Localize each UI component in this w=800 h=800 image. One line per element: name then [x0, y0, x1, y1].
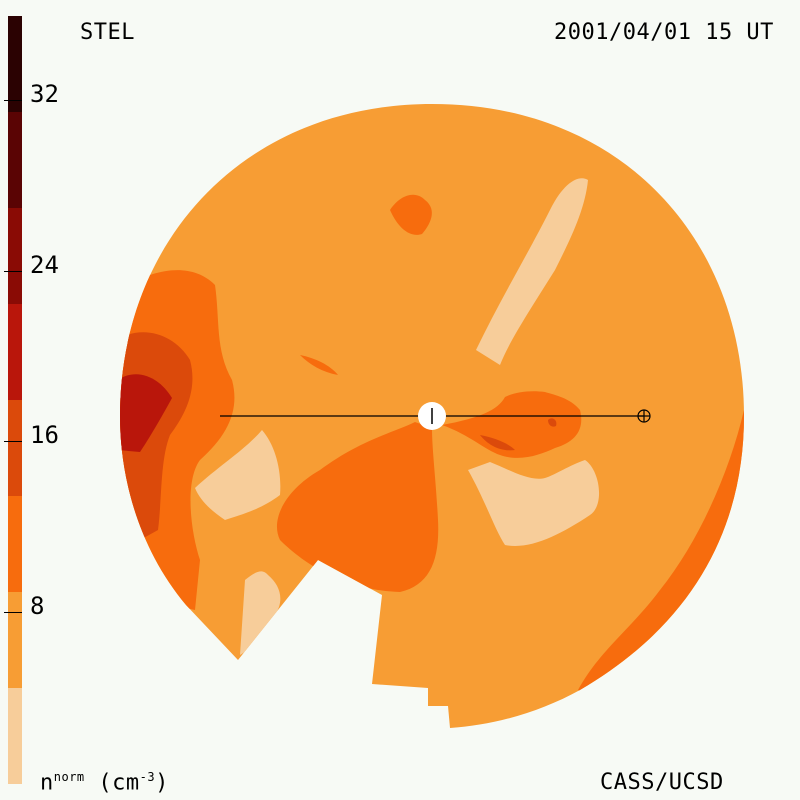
credit-label: CASS/UCSD [600, 770, 724, 795]
colorbar-tick-mark [4, 441, 22, 442]
colorbar-segment [8, 112, 22, 208]
earth-symbol-icon [637, 409, 651, 423]
central-southern-lobe [276, 422, 439, 592]
northern-blob [390, 194, 432, 235]
colorbar-tick-label: 16 [30, 421, 59, 449]
unit-symbol: n [40, 770, 54, 796]
unit-paren: (cm [98, 770, 140, 796]
unit-superscript: norm [53, 770, 85, 784]
colorbar-segment [8, 304, 22, 400]
colorbar-tick-label: 24 [30, 251, 59, 279]
unit-close: ) [155, 770, 169, 796]
northeast-rarefaction-streak [476, 178, 588, 365]
west-rarefaction-lobe [195, 430, 281, 520]
west-limb-peak [120, 374, 172, 452]
colorbar-tick-label: 32 [30, 80, 59, 108]
density-colorbar [8, 16, 22, 784]
eastern-feature-core [480, 435, 515, 451]
colorbar-segment [8, 592, 22, 688]
colorbar-segment [8, 208, 22, 304]
timestamp-label: 2001/04/01 15 UT [554, 20, 774, 45]
instrument-label: STEL [80, 20, 135, 45]
colorbar-segment [8, 400, 22, 496]
unit-label: nnorm (cm-3) [40, 770, 169, 795]
southwest-rarefaction-patch [240, 571, 281, 655]
colorbar-tick-mark [4, 612, 22, 613]
colorbar-segment [8, 496, 22, 592]
colorbar-tick-label: 8 [30, 592, 45, 620]
northwest-streak [300, 355, 338, 375]
colorbar-tick-mark [4, 100, 22, 101]
eastern-equatorial-feature [442, 391, 582, 458]
unit-exponent: -3 [139, 770, 156, 784]
colorbar-segment [8, 688, 22, 784]
colorbar-tick-mark [4, 271, 22, 272]
southeast-rarefaction-lobe [468, 460, 600, 546]
eastern-feature-spot [548, 418, 557, 427]
colorbar-segment [8, 16, 22, 112]
